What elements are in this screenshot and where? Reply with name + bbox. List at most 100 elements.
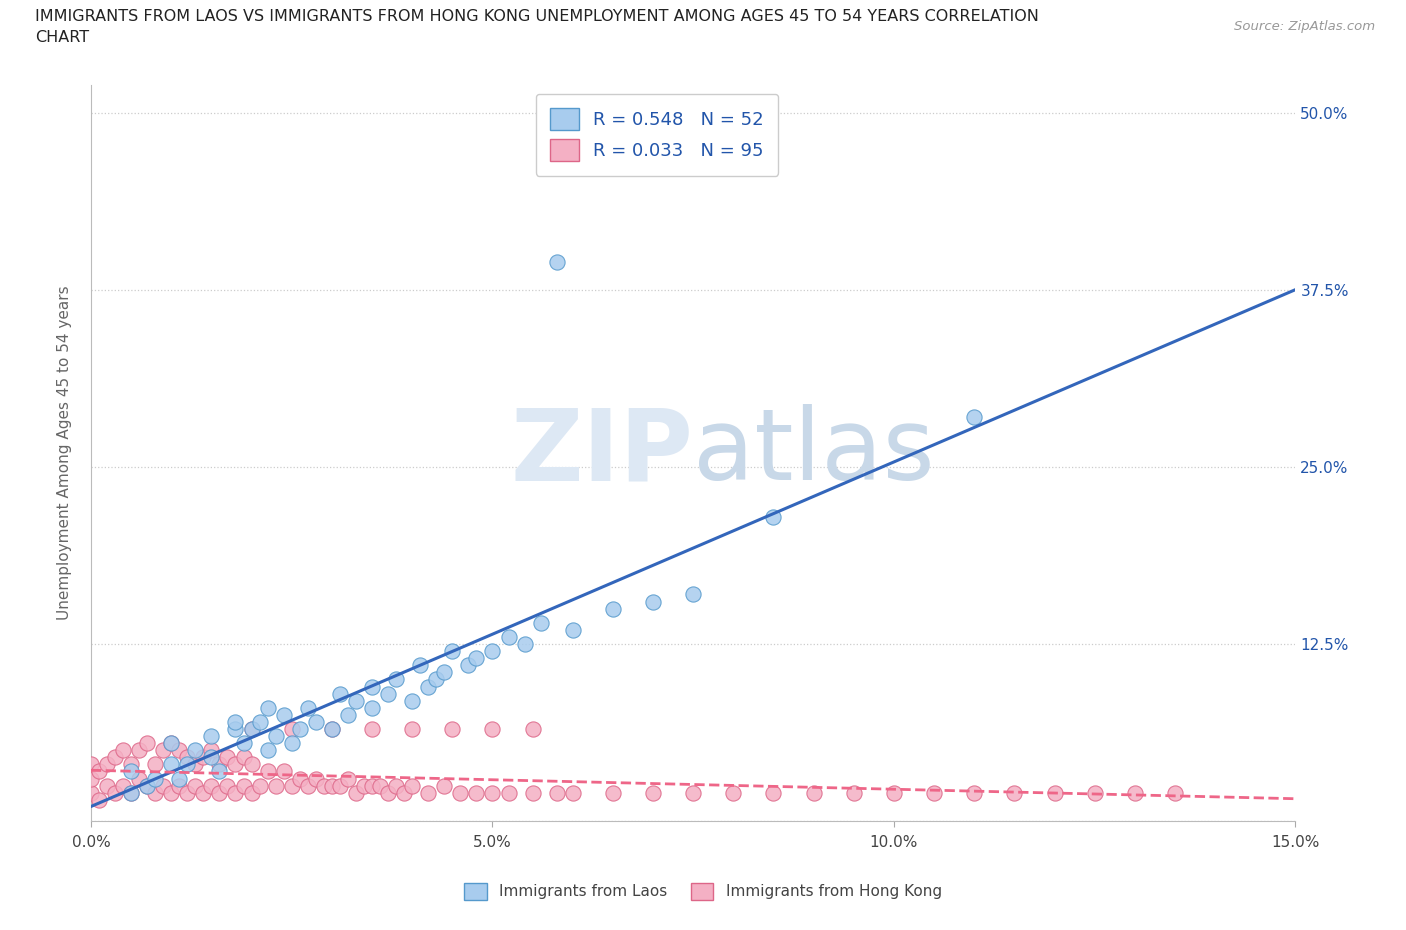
Point: [288, 722, 311, 737]
Point: [96, 757, 118, 772]
Legend: Immigrants from Laos, Immigrants from Hong Kong: Immigrants from Laos, Immigrants from Ho…: [458, 877, 948, 906]
Point: [152, 743, 174, 758]
Point: [441, 644, 464, 658]
Point: [602, 601, 624, 616]
Point: [1084, 785, 1107, 800]
Point: [641, 594, 664, 609]
Point: [441, 722, 464, 737]
Point: [546, 785, 568, 800]
Point: [498, 630, 520, 644]
Text: IMMIGRANTS FROM LAOS VS IMMIGRANTS FROM HONG KONG UNEMPLOYMENT AMONG AGES 45 TO : IMMIGRANTS FROM LAOS VS IMMIGRANTS FROM …: [35, 9, 1039, 24]
Point: [481, 644, 503, 658]
Point: [1002, 785, 1025, 800]
Point: [240, 722, 263, 737]
Point: [682, 785, 704, 800]
Point: [224, 785, 246, 800]
Point: [641, 785, 664, 800]
Point: [425, 672, 447, 687]
Point: [922, 785, 945, 800]
Point: [256, 764, 278, 779]
Point: [602, 785, 624, 800]
Point: [1043, 785, 1066, 800]
Point: [176, 785, 198, 800]
Point: [481, 722, 503, 737]
Point: [377, 686, 399, 701]
Point: [530, 616, 553, 631]
Point: [409, 658, 432, 672]
Point: [128, 771, 150, 786]
Point: [160, 757, 183, 772]
Point: [256, 700, 278, 715]
Point: [329, 778, 352, 793]
Point: [522, 722, 544, 737]
Point: [321, 722, 343, 737]
Point: [120, 757, 142, 772]
Point: [361, 679, 384, 694]
Point: [167, 778, 190, 793]
Point: [208, 764, 231, 779]
Point: [418, 785, 440, 800]
Point: [184, 743, 207, 758]
Point: [184, 757, 207, 772]
Point: [136, 778, 159, 793]
Point: [465, 651, 488, 666]
Point: [392, 785, 415, 800]
Point: [723, 785, 745, 800]
Point: [224, 714, 246, 729]
Point: [128, 743, 150, 758]
Point: [87, 792, 110, 807]
Text: atlas: atlas: [693, 405, 935, 501]
Point: [217, 778, 239, 793]
Point: [152, 778, 174, 793]
Point: [200, 750, 222, 764]
Point: [80, 785, 103, 800]
Point: [120, 785, 142, 800]
Point: [329, 686, 352, 701]
Point: [160, 736, 183, 751]
Point: [80, 771, 103, 786]
Point: [249, 778, 271, 793]
Point: [401, 778, 423, 793]
Point: [167, 771, 190, 786]
Point: [104, 750, 127, 764]
Point: [336, 708, 359, 723]
Point: [80, 757, 103, 772]
Point: [513, 637, 536, 652]
Point: [273, 708, 295, 723]
Point: [457, 658, 479, 672]
Point: [433, 665, 456, 680]
Point: [368, 778, 391, 793]
Point: [297, 700, 319, 715]
Point: [240, 785, 263, 800]
Point: [433, 778, 456, 793]
Point: [321, 722, 343, 737]
Point: [208, 757, 231, 772]
Point: [193, 785, 215, 800]
Point: [803, 785, 825, 800]
Point: [143, 771, 166, 786]
Point: [336, 771, 359, 786]
Point: [305, 714, 328, 729]
Point: [120, 785, 142, 800]
Point: [224, 757, 246, 772]
Point: [883, 785, 905, 800]
Point: [344, 785, 367, 800]
Point: [344, 693, 367, 708]
Point: [682, 587, 704, 602]
Point: [498, 785, 520, 800]
Point: [96, 778, 118, 793]
Point: [136, 736, 159, 751]
Point: [136, 778, 159, 793]
Point: [249, 714, 271, 729]
Point: [256, 743, 278, 758]
Point: [401, 693, 423, 708]
Point: [167, 743, 190, 758]
Point: [104, 785, 127, 800]
Point: [87, 764, 110, 779]
Point: [193, 750, 215, 764]
Point: [184, 778, 207, 793]
Point: [361, 722, 384, 737]
Point: [312, 778, 335, 793]
Point: [160, 736, 183, 751]
Point: [522, 785, 544, 800]
